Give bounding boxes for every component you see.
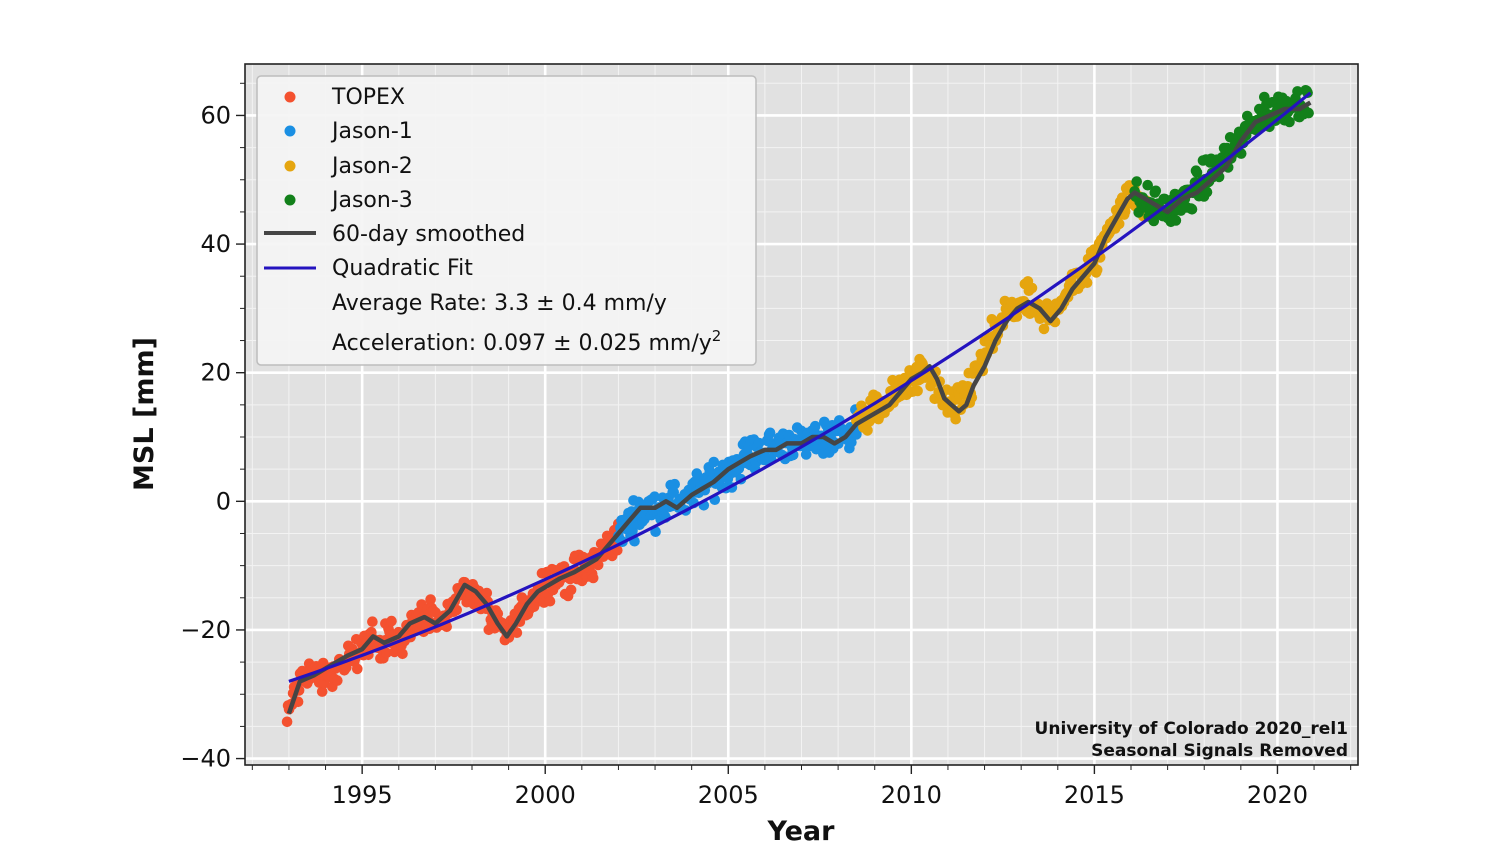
data-point (1091, 264, 1103, 276)
data-point (1142, 179, 1153, 191)
legend-label-quadratic-fit: Quadratic Fit (332, 256, 473, 281)
data-point (1303, 107, 1314, 119)
data-point (381, 647, 392, 659)
data-point (862, 425, 873, 436)
legend-marker-topex (284, 91, 296, 103)
data-point (1292, 86, 1303, 97)
legend-marker-jason-1 (284, 125, 296, 137)
data-point (649, 491, 660, 503)
legend-marker-jason-3 (284, 194, 296, 206)
data-point (1038, 323, 1050, 335)
data-point (397, 648, 408, 660)
y-tick-label: 40 (200, 230, 231, 258)
legend-acceleration-main: Acceleration: 0.097 ± 0.025 mm/y (332, 331, 712, 356)
legend-label-jason-3: Jason-3 (330, 188, 413, 213)
legend-label-jason-1: Jason-1 (330, 119, 413, 144)
x-tick-label: 2015 (1064, 781, 1125, 809)
legend-box (256, 75, 757, 366)
series-layer (281, 85, 1314, 728)
data-point (511, 627, 523, 638)
data-point (669, 478, 680, 490)
data-point (809, 420, 821, 432)
data-point (1170, 215, 1182, 226)
data-point (316, 686, 328, 697)
data-point (950, 413, 961, 425)
data-point (704, 465, 716, 477)
legend-acceleration-text: Acceleration: 0.097 ± 0.025 mm/y2 (332, 327, 721, 356)
y-tick-label: 0 (216, 487, 231, 515)
x-tick-label: 1995 (332, 781, 393, 809)
data-point (425, 594, 436, 605)
data-point (367, 616, 378, 627)
data-point (1026, 282, 1038, 294)
credit-line-1: University of Colorado 2020_rel1 (1035, 719, 1348, 739)
x-tick-label: 2020 (1247, 781, 1308, 809)
legend-rate-text: Average Rate: 3.3 ± 0.4 mm/y (332, 291, 667, 316)
data-point (1191, 167, 1203, 178)
data-point (565, 584, 577, 596)
y-tick-label: 60 (200, 101, 231, 129)
legend-label-topex: TOPEX (331, 85, 405, 110)
data-point (386, 615, 397, 627)
data-point (481, 587, 493, 599)
data-point (1201, 186, 1213, 198)
data-point (764, 427, 776, 439)
tick-layer: 1995 2000 2005 2010 2015 2020 −40 −20 0 20 40 60 (180, 82, 1352, 809)
legend-acceleration-superscript: 2 (712, 327, 722, 345)
data-point (753, 437, 765, 449)
data-point (851, 429, 862, 440)
data-point (708, 456, 720, 468)
x-tick-label: 2010 (881, 781, 942, 809)
data-point (332, 675, 343, 686)
data-point (800, 449, 812, 460)
x-tick-label: 2000 (515, 781, 576, 809)
data-point (1150, 185, 1162, 197)
data-point (1186, 204, 1198, 215)
y-axis-title: MSL [mm] (129, 337, 160, 491)
data-point (1284, 116, 1295, 128)
data-point (1131, 176, 1142, 187)
data-point (912, 385, 923, 397)
legend: TOPEX Jason-1 Jason-2 Jason-3 60-day smo… (256, 75, 757, 366)
x-axis-title: Year (767, 816, 836, 843)
credit-line-2: Seasonal Signals Removed (1091, 741, 1348, 761)
x-tick-label: 2005 (698, 781, 759, 809)
data-point (281, 716, 293, 728)
data-point (430, 607, 441, 618)
series-quadratic-fit-line (288, 91, 1312, 683)
legend-label-smoothed: 60-day smoothed (332, 222, 525, 247)
data-point (1081, 277, 1093, 289)
data-point (517, 593, 529, 605)
data-point (544, 595, 556, 607)
y-tick-label: −20 (180, 616, 231, 644)
legend-label-jason-2: Jason-2 (330, 154, 413, 179)
legend-marker-jason-2 (284, 160, 296, 172)
y-tick-label: −40 (180, 745, 231, 773)
y-tick-label: 20 (200, 359, 231, 387)
data-point (352, 663, 363, 675)
data-point (587, 572, 599, 584)
